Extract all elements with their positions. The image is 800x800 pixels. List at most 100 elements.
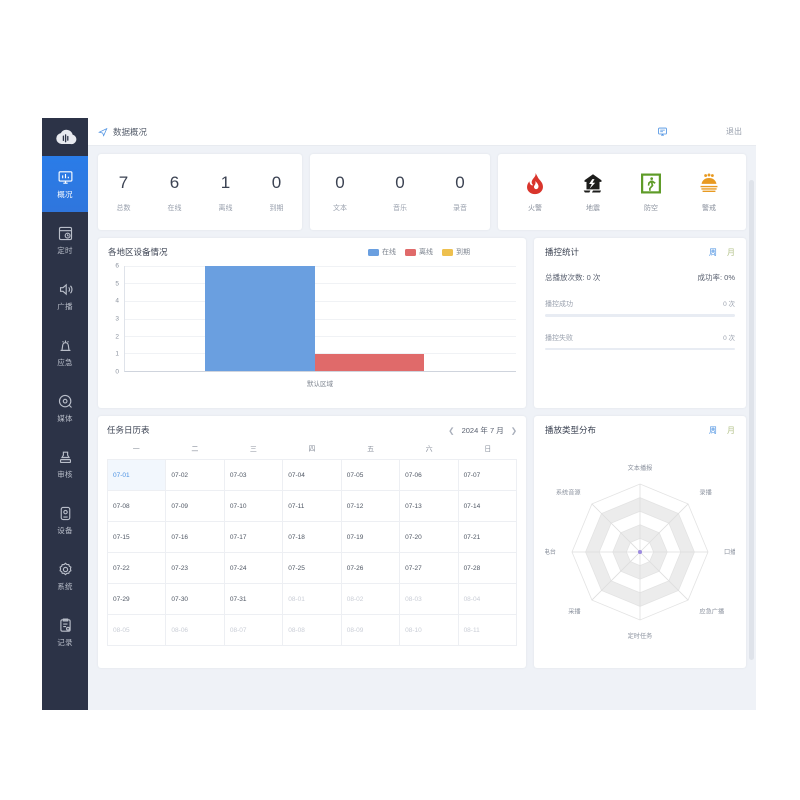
calendar-day-cell[interactable]: 07-17 — [224, 522, 284, 553]
logout-button[interactable]: 退出 — [726, 127, 742, 136]
calendar-day-label: 07-14 — [463, 503, 481, 510]
calendar-day-cell[interactable]: 07-01 — [108, 460, 167, 491]
stat-label: 在线 — [167, 204, 182, 212]
calendar-day-cell[interactable]: 08-07 — [224, 615, 284, 646]
calendar-day-cell[interactable]: 07-06 — [400, 460, 459, 491]
calendar-day-cell[interactable]: 07-31 — [224, 584, 284, 615]
calendar-day-cell[interactable]: 07-21 — [458, 522, 517, 553]
toggle-week[interactable]: 周 — [709, 247, 717, 257]
calendar-day-cell[interactable]: 07-04 — [283, 460, 342, 491]
radar-axis-line — [639, 551, 689, 601]
calendar-day-cell[interactable]: 07-07 — [458, 460, 517, 491]
stat-文本[interactable]: 0 文本 — [310, 172, 370, 213]
calendar-day-cell[interactable]: 07-26 — [341, 553, 401, 584]
calendar-day-label: 07-25 — [288, 565, 305, 572]
toggle-month[interactable]: 月 — [727, 425, 735, 435]
bar-series — [125, 266, 516, 371]
sidebar-item-应急[interactable]: 应急 — [42, 324, 88, 380]
calendar-day-cell[interactable]: 07-20 — [400, 522, 459, 553]
sidebar-item-记录[interactable]: 记录 — [42, 604, 88, 660]
calendar-day-cell[interactable]: 07-11 — [283, 491, 342, 522]
calendar-day-cell[interactable]: 08-04 — [458, 584, 517, 615]
stat-label: 离线 — [218, 204, 233, 212]
vertical-scrollbar[interactable] — [749, 180, 754, 660]
sidebar-item-设备[interactable]: 设备 — [42, 492, 88, 548]
calendar-day-label: 07-26 — [346, 565, 364, 572]
calendar-day-cell[interactable]: 08-09 — [341, 615, 401, 646]
calendar-day-cell[interactable]: 07-02 — [166, 460, 225, 491]
calendar-day-cell[interactable]: 07-30 — [166, 584, 225, 615]
legend-swatch — [368, 248, 379, 256]
bar-chart: 6 5 4 3 2 1 0 — [108, 263, 516, 388]
calendar-day-label: 07-11 — [288, 503, 305, 510]
calendar-day-cell[interactable]: 07-18 — [283, 522, 342, 553]
radar-axis-line — [639, 503, 689, 553]
bar-在线[interactable] — [205, 266, 315, 371]
legend-item-离线[interactable]: 离线 — [405, 247, 433, 257]
charts-row: 各地区设备情况 在线 离线 — [98, 238, 746, 408]
y-tick: 1 — [115, 350, 119, 358]
calendar-day-cell[interactable]: 07-03 — [224, 460, 284, 491]
calendar-day-cell[interactable]: 08-11 — [458, 615, 517, 646]
emergency-button-地震[interactable]: 地震 — [582, 171, 604, 213]
legend-item-在线[interactable]: 在线 — [368, 247, 396, 257]
calendar-day-cell[interactable]: 07-08 — [108, 491, 167, 522]
toggle-month[interactable]: 月 — [727, 247, 735, 257]
calendar-day-cell[interactable]: 07-19 — [341, 522, 401, 553]
calendar-day-cell[interactable]: 07-27 — [400, 553, 459, 584]
calendar-day-cell[interactable]: 08-02 — [341, 584, 401, 615]
emergency-button-防空[interactable]: 防空 — [640, 171, 662, 213]
stat-在线[interactable]: 6 在线 — [149, 172, 200, 213]
calendar-day-cell[interactable]: 07-25 — [283, 553, 342, 584]
calendar-day-cell[interactable]: 07-28 — [458, 553, 517, 584]
emergency-alarm-icon — [60, 340, 70, 351]
progress-value: 0 次 — [723, 301, 735, 308]
bar-离线[interactable] — [314, 353, 425, 371]
sidebar-item-媒体[interactable]: 媒体 — [42, 380, 88, 436]
radar-data-point[interactable] — [638, 550, 642, 554]
calendar-day-cell[interactable]: 07-05 — [341, 460, 401, 491]
sidebar-item-定时[interactable]: 定时 — [42, 212, 88, 268]
calendar-day-cell[interactable]: 07-14 — [458, 491, 517, 522]
sidebar-item-概况[interactable]: 概况 — [42, 156, 88, 212]
calendar-day-cell[interactable]: 07-13 — [400, 491, 459, 522]
prev-month-button[interactable]: ❮ — [448, 425, 455, 435]
calendar-day-cell[interactable]: 07-15 — [108, 522, 167, 553]
next-month-button[interactable]: ❯ — [510, 425, 517, 435]
calendar-day-cell[interactable]: 07-10 — [224, 491, 284, 522]
stat-总数[interactable]: 7 总数 — [98, 172, 149, 213]
sidebar-item-广播[interactable]: 广播 — [42, 268, 88, 324]
emergency-label: 防空 — [644, 205, 658, 212]
emergency-button-警戒[interactable]: 警戒 — [698, 171, 720, 213]
stat-离线[interactable]: 1 离线 — [200, 172, 251, 213]
app-logo[interactable] — [42, 118, 88, 156]
calendar-day-cell[interactable]: 07-22 — [108, 553, 167, 584]
calendar-day-cell[interactable]: 08-08 — [283, 615, 342, 646]
radar-axis-label: 录播 — [699, 489, 712, 497]
y-tick: 4 — [115, 297, 119, 305]
calendar-day-cell[interactable]: 07-16 — [166, 522, 225, 553]
monitor-screen-icon[interactable] — [657, 126, 668, 137]
stat-到期[interactable]: 0 到期 — [251, 172, 302, 213]
legend-item-到期[interactable]: 到期 — [442, 247, 470, 257]
sidebar-item-系统[interactable]: 系统 — [42, 548, 88, 604]
toggle-week[interactable]: 周 — [709, 425, 717, 435]
clipboard-record-icon — [59, 618, 71, 632]
calendar-day-cell[interactable]: 08-05 — [108, 615, 167, 646]
calendar-day-cell[interactable]: 07-29 — [108, 584, 167, 615]
emergency-button-火警[interactable]: 火警 — [524, 171, 546, 213]
calendar-day-cell[interactable]: 08-01 — [283, 584, 342, 615]
sidebar-item-label: 应急 — [57, 357, 73, 367]
calendar-day-cell[interactable]: 07-23 — [166, 553, 225, 584]
calendar-day-cell[interactable]: 07-24 — [224, 553, 284, 584]
stat-音乐[interactable]: 0 音乐 — [370, 172, 430, 213]
calendar-day-cell[interactable]: 07-12 — [341, 491, 401, 522]
calendar-day-label: 07-31 — [229, 596, 247, 603]
stat-录音[interactable]: 0 录音 — [430, 172, 490, 213]
media-stats-card: 0 文本 0 音乐 0 录音 — [310, 154, 490, 230]
calendar-day-cell[interactable]: 08-03 — [400, 584, 459, 615]
sidebar-item-审核[interactable]: 审核 — [42, 436, 88, 492]
calendar-day-cell[interactable]: 07-09 — [166, 491, 225, 522]
calendar-day-cell[interactable]: 08-10 — [400, 615, 459, 646]
calendar-day-cell[interactable]: 08-06 — [166, 615, 225, 646]
